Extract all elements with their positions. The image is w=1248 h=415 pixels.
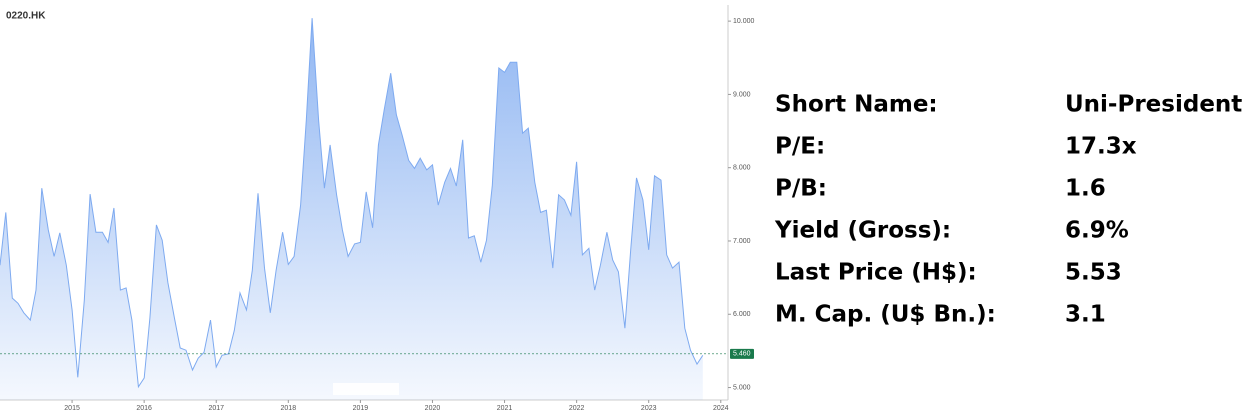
x-tick-label: 2018 xyxy=(281,405,297,412)
x-tick-label: 2021 xyxy=(497,405,513,412)
y-tick-label: 5.000 xyxy=(733,384,751,391)
last-price-label: 5.460 xyxy=(733,351,751,358)
info-label: Last Price (H$): xyxy=(775,260,977,286)
info-label: P/E: xyxy=(775,134,825,160)
info-label: P/B: xyxy=(775,176,827,202)
info-value: 1.6 xyxy=(1065,176,1106,202)
x-tick-label: 2024 xyxy=(713,405,729,412)
x-tick-label: 2020 xyxy=(425,405,441,412)
last-price-tag xyxy=(730,348,754,359)
info-value: 3.1 xyxy=(1065,302,1106,328)
info-label: M. Cap. (U$ Bn.): xyxy=(775,302,996,328)
x-tick-label: 2019 xyxy=(353,405,369,412)
chart-title: 0220.HK xyxy=(6,11,46,22)
info-value: 5.53 xyxy=(1065,260,1122,286)
x-tick-label: 2022 xyxy=(569,405,585,412)
navigator xyxy=(333,383,399,395)
x-tick-label: 2015 xyxy=(64,405,80,412)
area xyxy=(0,18,703,400)
y-tick-label: 8.000 xyxy=(733,165,751,172)
y-tick-label: 6.000 xyxy=(733,311,751,318)
info-value: Uni-President xyxy=(1065,92,1242,118)
x-tick-label: 2016 xyxy=(136,405,152,412)
plot: 5.000 6.000 7.000 8.000 9.000 10.000 2015 2016 2… xyxy=(0,5,755,412)
info-table: Short Name: Uni-President P/E: 17.3x P/B: 1.6… xyxy=(774,92,1242,328)
info-value: 6.9% xyxy=(1065,218,1129,244)
line xyxy=(0,18,704,389)
x-tick-label: 2017 xyxy=(208,405,224,412)
info-label: Short Name: xyxy=(775,92,938,118)
y-tick-label: 10.000 xyxy=(733,18,755,25)
info-value: 17.3x xyxy=(1065,134,1137,160)
info-label: Yield (Gross): xyxy=(774,218,951,244)
y-tick-label: 7.000 xyxy=(733,238,751,245)
y-tick-label: 9.000 xyxy=(733,91,751,98)
x-tick-label: 2023 xyxy=(641,405,657,412)
